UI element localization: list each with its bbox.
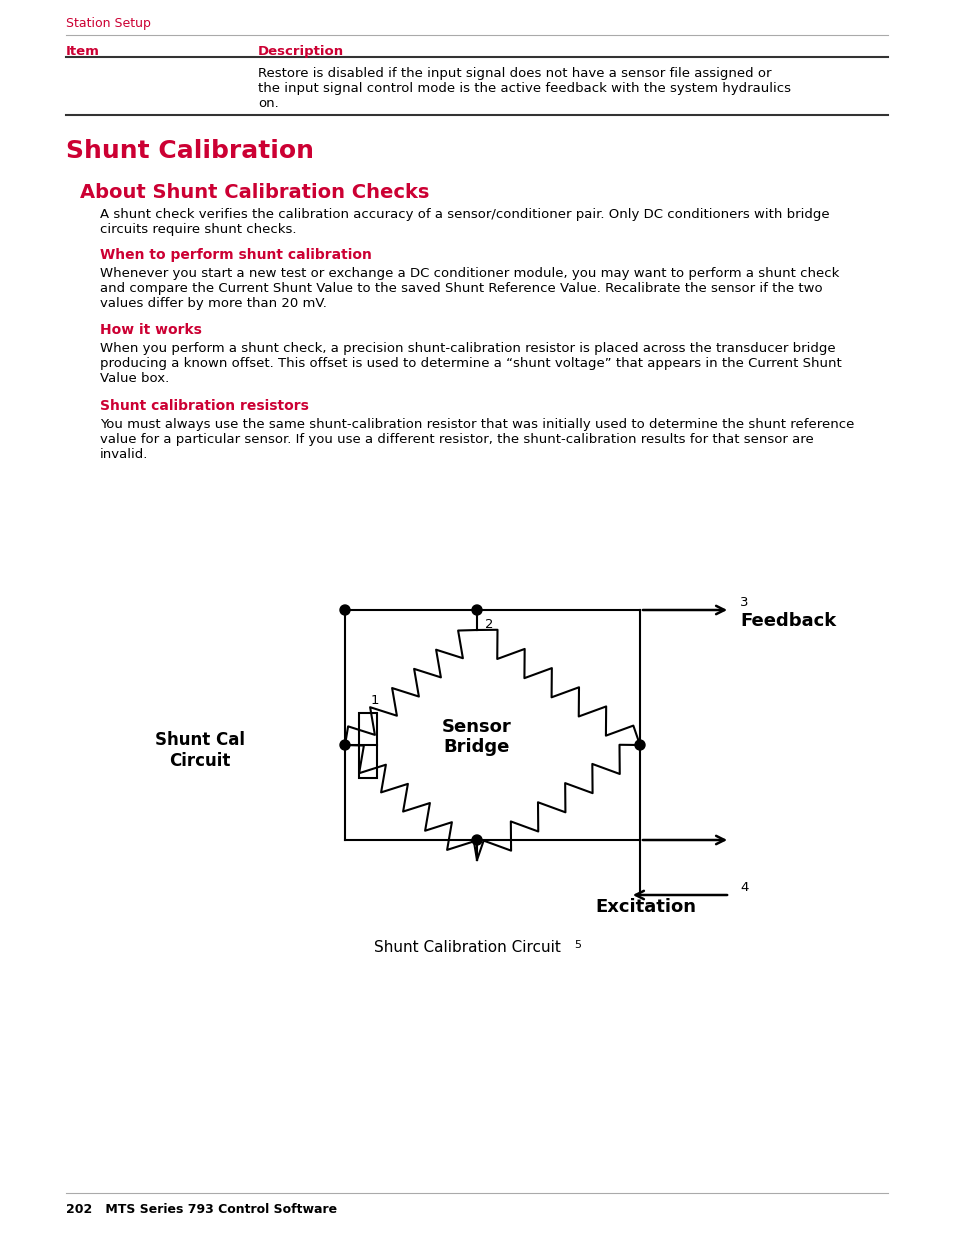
Text: Sensor
Bridge: Sensor Bridge <box>441 718 512 756</box>
Circle shape <box>472 835 481 845</box>
Text: Shunt Cal
Circuit: Shunt Cal Circuit <box>154 731 245 769</box>
Text: Shunt Calibration: Shunt Calibration <box>66 140 314 163</box>
Circle shape <box>635 740 644 750</box>
Circle shape <box>339 740 350 750</box>
Text: Station Setup: Station Setup <box>66 17 151 30</box>
Text: Excitation: Excitation <box>595 898 696 916</box>
Text: About Shunt Calibration Checks: About Shunt Calibration Checks <box>80 183 429 203</box>
Text: Item: Item <box>66 44 100 58</box>
Text: Feedback: Feedback <box>740 613 836 630</box>
Text: Shunt calibration resistors: Shunt calibration resistors <box>100 399 309 412</box>
Text: Whenever you start a new test or exchange a DC conditioner module, you may want : Whenever you start a new test or exchang… <box>100 267 839 310</box>
Circle shape <box>472 605 481 615</box>
Text: 4: 4 <box>740 881 747 894</box>
Bar <box>358 713 376 778</box>
Text: Description: Description <box>257 44 344 58</box>
Text: 5: 5 <box>574 940 580 950</box>
Text: How it works: How it works <box>100 324 202 337</box>
Text: Shunt Calibration Circuit: Shunt Calibration Circuit <box>374 940 559 955</box>
Text: 202   MTS Series 793 Control Software: 202 MTS Series 793 Control Software <box>66 1203 336 1216</box>
Text: When to perform shunt calibration: When to perform shunt calibration <box>100 248 372 262</box>
Text: A shunt check verifies the calibration accuracy of a sensor/conditioner pair. On: A shunt check verifies the calibration a… <box>100 207 829 236</box>
Text: When you perform a shunt check, a precision shunt-calibration resistor is placed: When you perform a shunt check, a precis… <box>100 342 841 385</box>
Text: 1: 1 <box>371 694 379 708</box>
Text: Restore is disabled if the input signal does not have a sensor file assigned or
: Restore is disabled if the input signal … <box>257 67 790 110</box>
Text: You must always use the same shunt-calibration resistor that was initially used : You must always use the same shunt-calib… <box>100 417 854 461</box>
Circle shape <box>339 605 350 615</box>
Text: 2: 2 <box>484 618 493 631</box>
Text: 3: 3 <box>740 597 748 609</box>
